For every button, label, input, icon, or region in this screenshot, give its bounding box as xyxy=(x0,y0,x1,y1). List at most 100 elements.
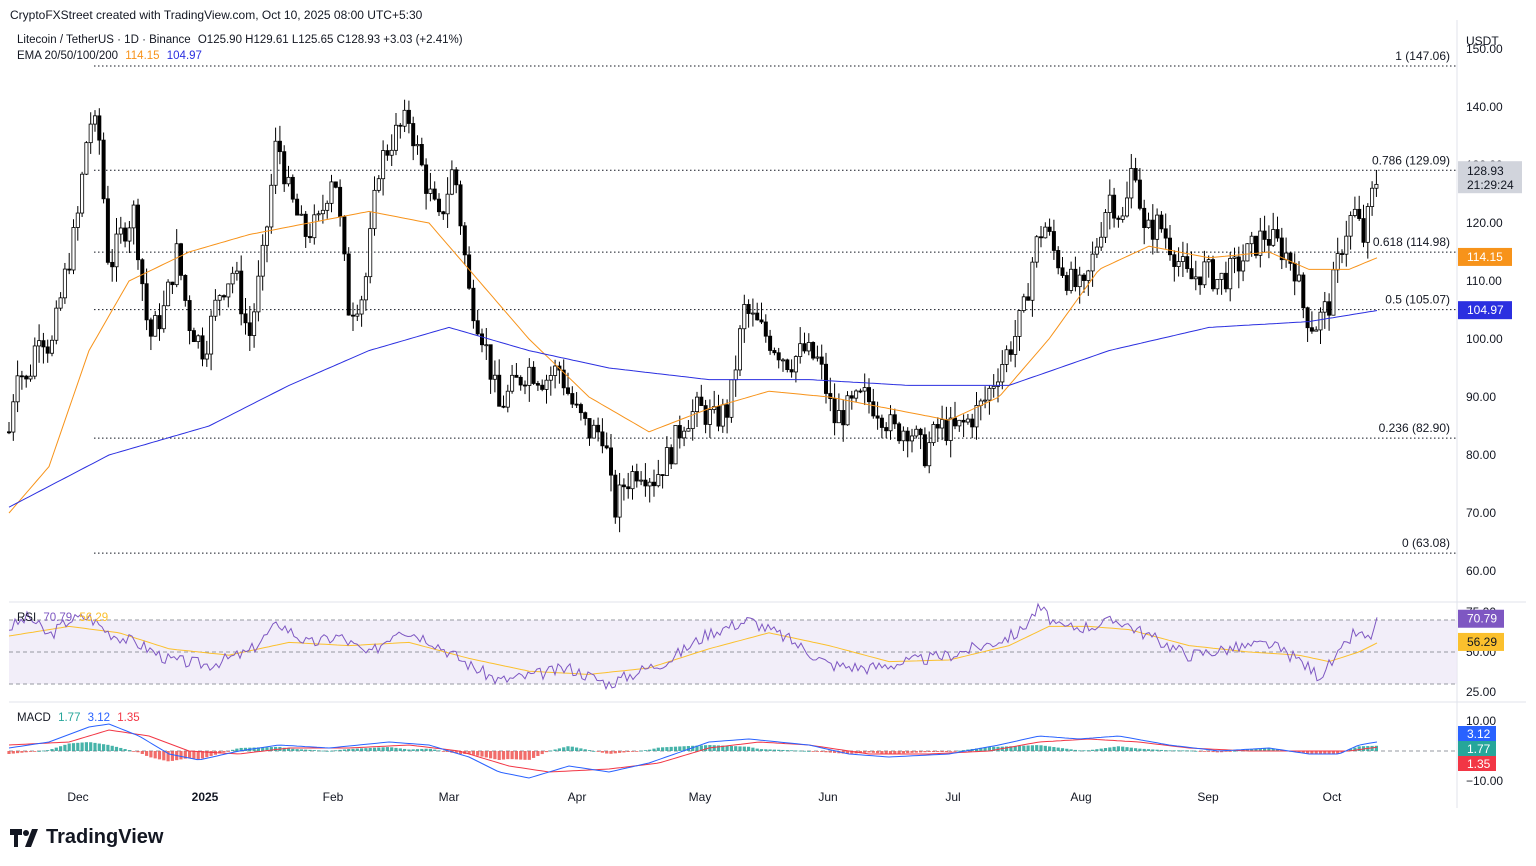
macd-histogram-bar xyxy=(192,751,196,759)
candle-body xyxy=(884,427,889,432)
candle-body xyxy=(1129,168,1134,199)
candle-body xyxy=(492,374,497,380)
macd-histogram-bar xyxy=(1374,745,1378,751)
macd-histogram-bar xyxy=(828,751,832,753)
tradingview-logo[interactable]: TradingView xyxy=(10,826,163,849)
candle-body xyxy=(118,227,123,235)
candle-body xyxy=(1150,219,1155,240)
candle-body xyxy=(1344,235,1349,255)
macd-histogram-bar xyxy=(252,747,256,751)
macd-histogram-bar xyxy=(325,750,329,752)
macd-histogram-bar xyxy=(209,751,213,756)
macd-histogram-bar xyxy=(106,744,110,751)
candle-body xyxy=(918,428,923,436)
candle-body xyxy=(350,314,355,317)
macd-histogram-bar xyxy=(695,745,699,751)
candle-body xyxy=(1000,364,1005,383)
macd-histogram-bar xyxy=(1349,748,1353,751)
rsi-value-tag xyxy=(1458,609,1504,628)
candle-body xyxy=(1236,256,1241,272)
candle-body xyxy=(346,253,351,316)
fib-level-label: 0.236 (82.90) xyxy=(1379,421,1450,435)
candle-body xyxy=(286,176,291,185)
macd-histogram-bar xyxy=(269,747,273,751)
candle-body xyxy=(750,312,755,315)
macd-histogram-bar xyxy=(566,746,570,751)
macd-histogram-bar xyxy=(802,750,807,752)
candle-body xyxy=(905,430,910,442)
macd-histogram-bar xyxy=(157,751,162,760)
candle-body xyxy=(1180,256,1185,262)
macd-value-tag xyxy=(1458,741,1496,756)
macd-histogram-bar xyxy=(385,747,389,751)
macd-histogram-bar xyxy=(673,746,678,751)
macd-histogram-bar xyxy=(734,746,738,751)
macd-histogram-bar xyxy=(1280,749,1284,751)
candle-body xyxy=(1112,194,1117,219)
macd-histogram-bar xyxy=(888,751,893,754)
candle-body xyxy=(845,395,850,426)
candle-body xyxy=(1017,310,1022,337)
macd-histogram-bar xyxy=(1340,751,1344,753)
candle-body xyxy=(1305,307,1310,329)
macd-histogram-bar xyxy=(867,751,871,753)
ema-price-tag-label: 114.15 xyxy=(1467,250,1503,264)
candle-body xyxy=(1361,218,1366,243)
candle-body xyxy=(1039,236,1044,239)
macd-histogram-bar xyxy=(729,746,733,751)
currency-label[interactable]: USDT xyxy=(1466,34,1499,48)
macd-histogram-bar xyxy=(274,746,278,751)
macd-legend: MACD 1.77 3.12 1.35 xyxy=(17,712,144,724)
macd-histogram-bar xyxy=(50,749,54,751)
candle-body xyxy=(389,149,394,156)
macd-histogram-bar xyxy=(372,747,377,751)
macd-histogram-bar xyxy=(312,750,316,751)
candle-body xyxy=(914,428,919,437)
macd-histogram-bar xyxy=(880,751,884,754)
macd-histogram-bar xyxy=(1318,751,1323,754)
rsi-ma-line xyxy=(8,625,1378,675)
candle-body xyxy=(922,434,927,467)
candle-body xyxy=(738,328,743,371)
candle-body xyxy=(634,471,639,482)
macd-histogram-bar xyxy=(114,746,119,751)
candle-body xyxy=(669,447,674,465)
macd-histogram-bar xyxy=(759,749,764,751)
candle-body xyxy=(867,387,872,403)
candle-body xyxy=(1297,274,1302,282)
candle-body xyxy=(574,403,579,406)
candle-body xyxy=(566,387,571,394)
candle-body xyxy=(110,261,115,268)
ema-price-tag xyxy=(1458,247,1512,266)
macd-histogram-bar xyxy=(342,749,346,751)
macd-histogram-bar xyxy=(962,750,966,751)
macd-histogram-bar xyxy=(923,751,927,753)
symbol-title: Litecoin / TetherUS · 1D · Binance xyxy=(17,34,191,46)
candle-body xyxy=(991,385,996,389)
macd-histogram-bar xyxy=(235,748,239,751)
candle-body xyxy=(583,412,588,419)
macd-histogram-bar xyxy=(1215,751,1219,753)
candle-body xyxy=(849,395,854,399)
macd-histogram-bar xyxy=(286,748,291,751)
macd-histogram-bar xyxy=(1151,749,1155,751)
candle-body xyxy=(1348,215,1353,237)
candle-body xyxy=(1357,208,1362,219)
candle-body xyxy=(824,363,829,394)
macd-histogram-bar xyxy=(549,750,553,752)
price-axis-tick: 100.00 xyxy=(1466,332,1503,346)
macd-histogram-bar xyxy=(532,751,536,758)
macd-line xyxy=(8,723,1378,779)
candle-body xyxy=(166,281,171,307)
macd-histogram-bar xyxy=(643,750,647,751)
macd-histogram-bar xyxy=(742,746,746,751)
candle-body xyxy=(1013,335,1018,355)
macd-histogram-bar xyxy=(149,751,153,758)
macd-histogram-bar xyxy=(639,750,643,752)
candle-body xyxy=(742,304,747,330)
candle-body xyxy=(170,281,175,286)
rsi-ma-value: 56.29 xyxy=(79,612,109,624)
candle-body xyxy=(127,227,132,242)
macd-histogram-bar xyxy=(1116,746,1120,751)
